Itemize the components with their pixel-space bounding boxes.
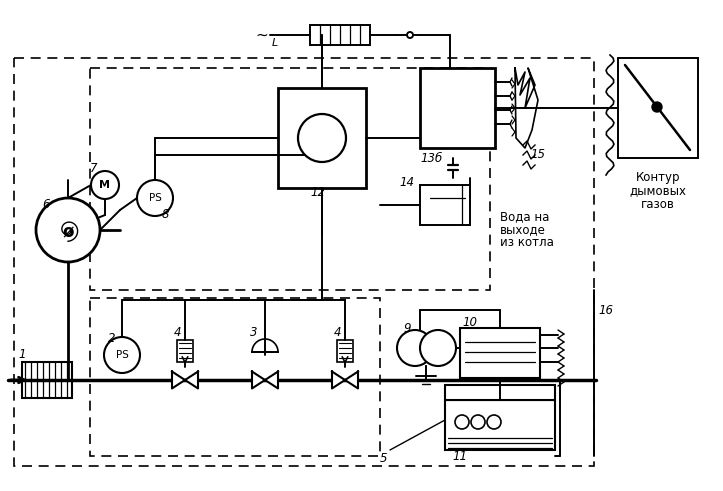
Text: 15: 15 xyxy=(530,148,545,162)
Text: 6: 6 xyxy=(42,198,49,212)
Text: газов: газов xyxy=(641,197,675,211)
Bar xyxy=(310,25,370,45)
Text: 2: 2 xyxy=(108,331,116,345)
Text: 1: 1 xyxy=(18,349,25,361)
Polygon shape xyxy=(252,372,265,388)
Bar xyxy=(22,362,72,398)
Bar xyxy=(460,328,540,378)
Text: PS: PS xyxy=(116,350,129,360)
Text: 7: 7 xyxy=(90,162,98,174)
Text: 12: 12 xyxy=(310,186,325,198)
Circle shape xyxy=(407,32,413,38)
Polygon shape xyxy=(252,339,278,352)
Text: 13б: 13б xyxy=(420,152,442,164)
Text: из котла: из котла xyxy=(500,236,554,249)
Circle shape xyxy=(36,198,100,262)
Polygon shape xyxy=(515,68,538,148)
Text: L: L xyxy=(272,38,278,48)
Circle shape xyxy=(104,337,140,373)
Text: 10: 10 xyxy=(462,316,477,328)
Bar xyxy=(90,68,490,290)
Text: 4: 4 xyxy=(174,326,181,338)
Circle shape xyxy=(397,330,433,366)
Text: 4: 4 xyxy=(334,326,341,338)
Circle shape xyxy=(137,180,173,216)
Bar xyxy=(14,58,594,466)
Bar xyxy=(618,58,698,158)
Circle shape xyxy=(487,415,501,429)
Text: 11: 11 xyxy=(452,449,467,463)
Circle shape xyxy=(652,102,662,112)
Bar xyxy=(177,340,193,362)
Polygon shape xyxy=(172,372,185,388)
Circle shape xyxy=(91,171,119,199)
Polygon shape xyxy=(185,372,198,388)
Polygon shape xyxy=(345,372,358,388)
Text: ~: ~ xyxy=(256,27,268,43)
Polygon shape xyxy=(332,372,345,388)
Text: дымовых: дымовых xyxy=(630,185,687,197)
Text: PS: PS xyxy=(148,193,161,203)
Bar xyxy=(420,68,495,148)
Text: M: M xyxy=(100,180,111,190)
Text: 16: 16 xyxy=(598,303,613,317)
Text: 9: 9 xyxy=(403,322,411,334)
Bar xyxy=(445,400,555,450)
Text: 3: 3 xyxy=(249,326,257,338)
Text: 14: 14 xyxy=(399,175,414,189)
Bar xyxy=(420,185,470,225)
Circle shape xyxy=(298,114,346,162)
Text: Контур: Контур xyxy=(636,171,680,185)
Text: выходе: выходе xyxy=(500,223,546,236)
Bar xyxy=(337,340,353,362)
Text: 5: 5 xyxy=(380,452,388,464)
Bar xyxy=(445,385,555,400)
Circle shape xyxy=(471,415,485,429)
Polygon shape xyxy=(265,372,278,388)
Text: 8: 8 xyxy=(162,208,169,220)
Circle shape xyxy=(455,415,469,429)
Text: Вода на: Вода на xyxy=(500,210,549,223)
Text: ø: ø xyxy=(62,223,74,241)
Bar xyxy=(90,298,380,456)
Bar xyxy=(278,88,366,188)
Circle shape xyxy=(420,330,456,366)
